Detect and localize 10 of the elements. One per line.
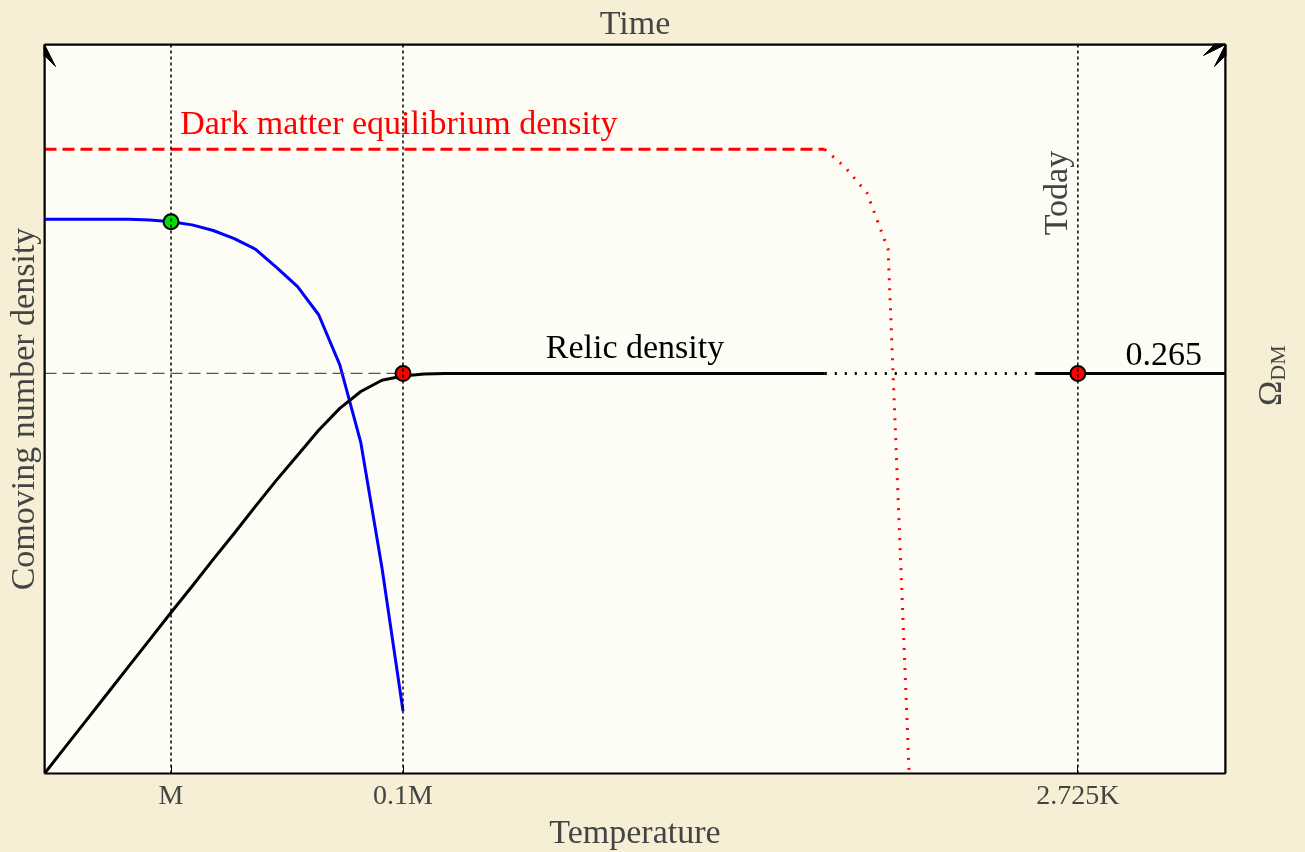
annotation: 0.265 — [1125, 335, 1202, 373]
y-axis-title: Comoving number density — [3, 227, 41, 591]
x2-axis-title: Time — [599, 3, 671, 41]
x-axis-title: Temperature — [549, 812, 721, 850]
ref-line-label: Today — [1036, 150, 1074, 236]
annotation: Dark matter equilibrium density — [180, 104, 618, 142]
annotation: Relic density — [545, 328, 725, 366]
x-tick-label: M — [158, 778, 184, 810]
x-tick-label: 2.725K — [1036, 778, 1120, 810]
x-tick-label: 0.1M — [373, 778, 434, 810]
